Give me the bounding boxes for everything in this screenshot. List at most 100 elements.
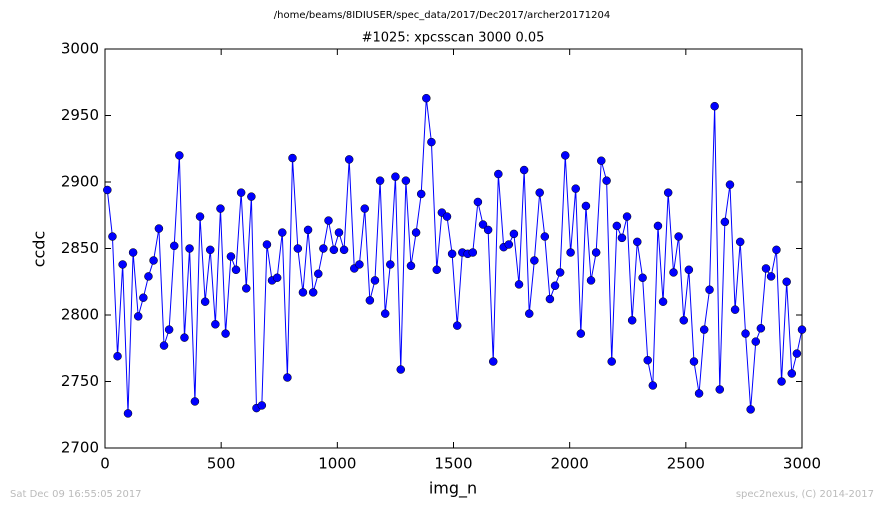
data-point [236,188,246,197]
data-point [777,377,786,386]
data-point [725,180,735,189]
data-point [386,260,395,269]
data-point [406,261,416,271]
data-point [597,156,606,165]
data-point [607,357,616,366]
data-point [319,244,328,253]
data-point [432,265,442,275]
data-point [494,169,503,179]
data-point [164,325,174,334]
data-point [674,232,683,241]
data-point [452,321,462,330]
data-point [257,401,267,410]
data-point [303,225,313,235]
data-point [488,357,498,366]
data-point [581,201,591,211]
data-point [638,273,647,283]
data-point [473,197,483,207]
data-point [669,268,678,277]
data-point [242,284,251,293]
y-tick-label: 2850 [61,239,99,257]
data-point [478,220,488,229]
y-tick-label: 3000 [61,40,99,58]
data-point [169,241,179,251]
data-point [545,294,555,304]
x-tick-label: 2000 [551,455,589,473]
data-point [571,184,580,193]
data-point [272,273,282,283]
data-point [365,296,375,305]
data-point [360,204,369,213]
data-point [648,381,658,390]
data-point [128,248,138,257]
data-point [293,244,303,253]
y-axis-label: ccdc [30,231,49,268]
data-point [339,245,349,255]
data-point [715,385,725,394]
data-point [226,252,236,261]
data-point [761,264,771,273]
data-point [792,349,802,358]
data-point [447,249,457,259]
x-tick-label: 3000 [783,455,821,473]
data-point [308,288,318,297]
data-point [540,232,550,241]
data-point [756,324,766,333]
data-point [699,325,709,334]
data-point [787,369,797,378]
data-point [576,329,586,338]
data-point [180,333,189,342]
data-point [262,240,272,249]
y-tick-label: 2750 [61,372,99,390]
data-point [694,389,704,398]
data-point [185,244,194,253]
data-point [247,192,256,201]
data-point [108,232,117,241]
y-tick-label: 2700 [61,439,99,457]
data-point [298,288,308,297]
footer-date: Sat Dec 09 16:55:05 2017 [10,489,142,500]
data-point [782,277,791,286]
data-point [175,151,184,160]
data-point [149,256,158,265]
data-point [283,373,292,382]
data-point [401,176,411,185]
data-point [602,176,611,185]
data-point [144,272,153,281]
data-point [746,405,755,414]
data-line [106,98,803,414]
data-point [159,341,169,350]
data-point [355,260,364,269]
x-tick-label: 500 [207,455,236,473]
data-point [391,172,400,181]
data-point [679,316,688,325]
data-point [231,265,241,275]
data-point [612,221,622,231]
data-point [591,248,601,257]
data-point [561,151,570,160]
data-point [396,365,406,374]
data-point [103,185,112,195]
chart-title: /home/beams/8IDIUSER/spec_data/2017/Dec2… [274,10,610,21]
data-point [710,101,719,111]
data-point [653,221,663,231]
data-point [278,228,287,237]
data-point [735,237,745,247]
y-tick-label: 2950 [61,106,99,124]
footer-credit: spec2nexus, (C) 2014-2017 [736,489,874,500]
data-point [113,351,122,361]
data-point [468,248,478,257]
data-point [766,272,776,281]
data-point [684,265,694,275]
data-point [663,188,673,197]
data-point [344,155,354,164]
data-point [622,212,632,221]
data-point [190,397,200,406]
data-point [154,224,164,233]
data-point [370,276,380,285]
data-point [375,176,385,185]
data-point [524,309,534,318]
data-point [741,329,750,338]
data-point [133,312,143,321]
